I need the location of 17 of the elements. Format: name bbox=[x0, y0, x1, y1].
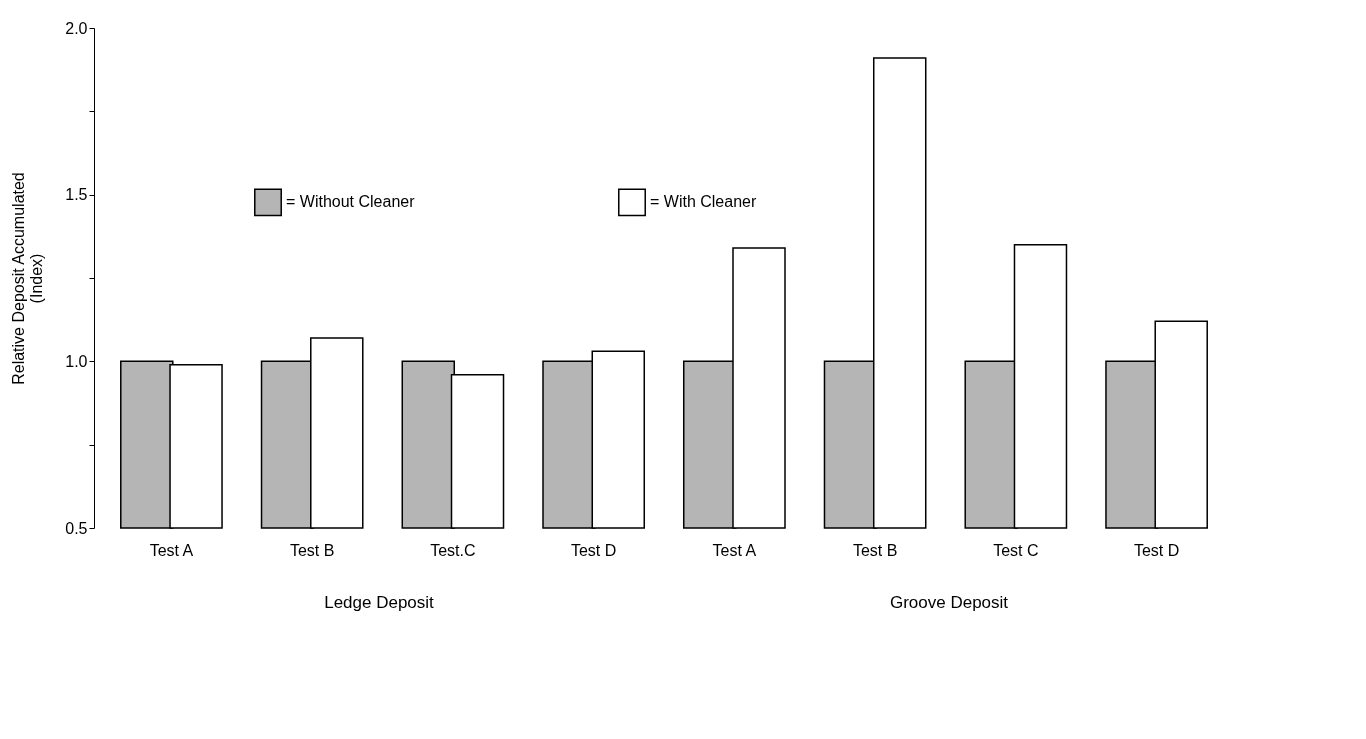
x-tick-label: Test B bbox=[852, 541, 898, 559]
x-tick-label: Test D bbox=[1133, 541, 1180, 559]
x-tick-label: Test A bbox=[712, 541, 757, 559]
text: Groove Deposit bbox=[889, 593, 1009, 612]
x-tick-label: Test D bbox=[570, 541, 617, 559]
y-tick-label: 1.0 bbox=[65, 352, 88, 370]
x-tick-label: Test B bbox=[289, 541, 335, 559]
x-tick-label: Test C bbox=[993, 541, 1039, 559]
y-tick-label: 0.5 bbox=[65, 519, 88, 537]
x-tick-label: Test.C bbox=[430, 541, 476, 559]
x-tick-label: Test A bbox=[149, 541, 194, 559]
y-tick-label: 2.0 bbox=[65, 19, 88, 37]
text: Ledge Deposit bbox=[324, 593, 435, 612]
legend-label: = Without Cleaner bbox=[286, 193, 416, 211]
legend-label: = With Cleaner bbox=[650, 193, 757, 211]
y-axis-title: Relative Deposit Accumulated (Index) bbox=[10, 172, 46, 385]
y-tick-label: 1.5 bbox=[65, 186, 88, 204]
